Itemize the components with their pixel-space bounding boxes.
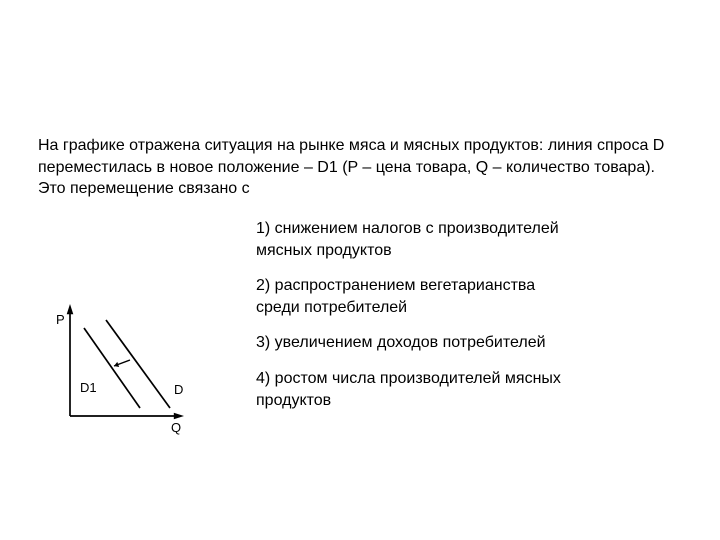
option-3: 3) увеличением доходов потребителей xyxy=(256,332,576,354)
svg-text:P: P xyxy=(56,312,65,327)
answer-options: 1) снижением налогов с производителей мя… xyxy=(256,218,576,411)
svg-text:Q: Q xyxy=(171,420,181,435)
question-text: На графике отражена ситуация на рынке мя… xyxy=(38,135,682,200)
option-4: 4) ростом числа производителей мясных пр… xyxy=(256,368,576,411)
svg-text:D1: D1 xyxy=(80,380,97,395)
option-1: 1) снижением налогов с производителей мя… xyxy=(256,218,576,261)
svg-text:D: D xyxy=(174,382,183,397)
option-2: 2) распространением вегетарианства среди… xyxy=(256,275,576,318)
demand-chart: P Q D D1 xyxy=(46,298,206,442)
slide: На графике отражена ситуация на рынке мя… xyxy=(0,0,720,540)
